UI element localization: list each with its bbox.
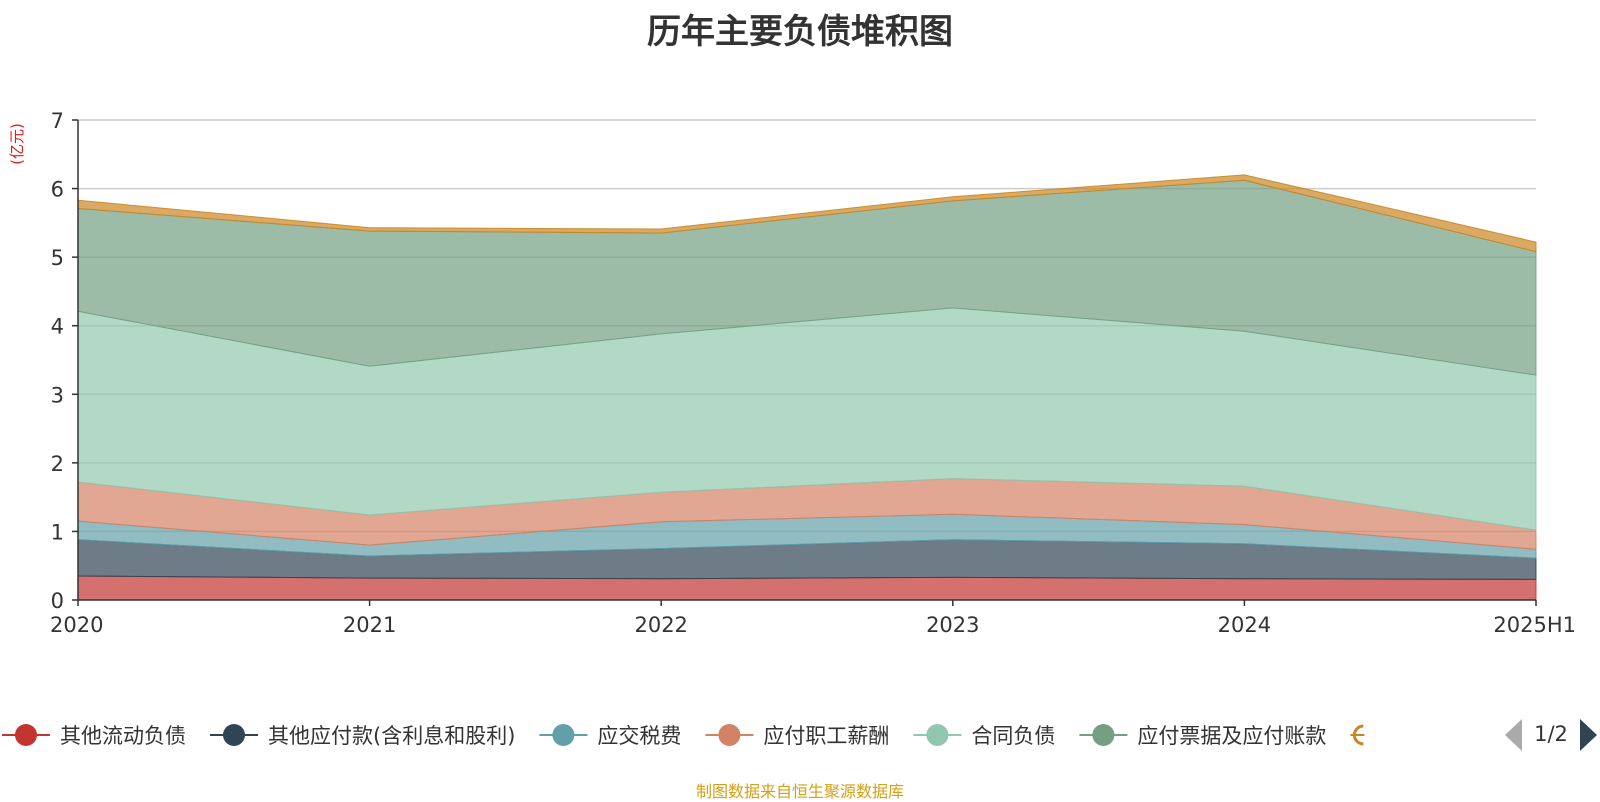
legend-item-5[interactable]: 应付票据及应付账款 — [1079, 724, 1326, 748]
legend-marker-icon — [552, 724, 575, 746]
y-tick-label: 3 — [51, 383, 64, 407]
y-tick-label: 1 — [51, 520, 64, 544]
x-tick-label: 2025H1 — [1493, 613, 1576, 637]
chart-title: 历年主要负债堆积图 — [647, 12, 953, 52]
source-note: 制图数据来自恒生聚源数据库 — [695, 782, 904, 801]
y-tick-label: 5 — [51, 246, 64, 270]
legend-prev-page-icon[interactable] — [1505, 719, 1522, 751]
legend-pager: 1/2 — [1505, 719, 1597, 751]
legend-marker-icon — [926, 724, 949, 746]
axis-layer: 0 1 2 3 4 5 6 7 2020 2021 2022 2023 2024 2025H1 — [50, 109, 1576, 637]
legend-label: 应付职工薪酬 — [763, 724, 889, 748]
legend-item-4[interactable]: 合同负债 — [913, 724, 1055, 748]
legend-label: 其他流动负债 — [60, 724, 186, 748]
legend-label: 合同负债 — [971, 724, 1055, 748]
x-tick-label: 2022 — [634, 613, 687, 637]
x-tick-label: 2020 — [50, 613, 103, 637]
legend-marker-icon — [718, 724, 741, 746]
y-tick-label: 0 — [51, 589, 64, 613]
legend-next-page-icon[interactable] — [1580, 719, 1597, 751]
y-axis-unit-label: (亿元) — [8, 123, 26, 165]
legend-marker-icon — [1352, 724, 1364, 746]
legend-item-3[interactable]: 应付职工薪酬 — [705, 724, 889, 748]
legend-item-2[interactable]: 应交税费 — [539, 724, 681, 748]
x-tick-label: 2021 — [343, 613, 396, 637]
legend-marker-icon — [15, 724, 37, 746]
y-tick-label: 7 — [51, 109, 64, 133]
legend-label: 其他应付款(含利息和股利) — [268, 724, 515, 748]
legend[interactable]: 其他流动负债 其他应付款(含利息和股利) 应交税费 应付职工薪酬 合同负债 应付票据及应付… — [2, 724, 1365, 748]
legend-label: 应付票据及应付账款 — [1137, 724, 1326, 748]
area-layer — [77, 174, 1537, 601]
area-series-6 — [77, 174, 1537, 253]
legend-page-indicator: 1/2 — [1534, 722, 1568, 746]
legend-marker-icon — [1092, 724, 1115, 746]
x-tick-label: 2023 — [926, 613, 979, 637]
area-series-0 — [77, 575, 1537, 601]
x-tick-label: 2024 — [1218, 613, 1271, 637]
legend-item-6[interactable] — [1350, 724, 1365, 746]
y-tick-label: 4 — [51, 315, 64, 339]
y-tick-label: 2 — [51, 452, 64, 476]
legend-marker-icon — [223, 724, 245, 746]
legend-item-1[interactable]: 其他应付款(含利息和股利) — [210, 724, 515, 748]
legend-item-0[interactable]: 其他流动负债 — [2, 724, 186, 748]
legend-label: 应交税费 — [597, 724, 681, 748]
y-tick-label: 6 — [51, 178, 64, 202]
